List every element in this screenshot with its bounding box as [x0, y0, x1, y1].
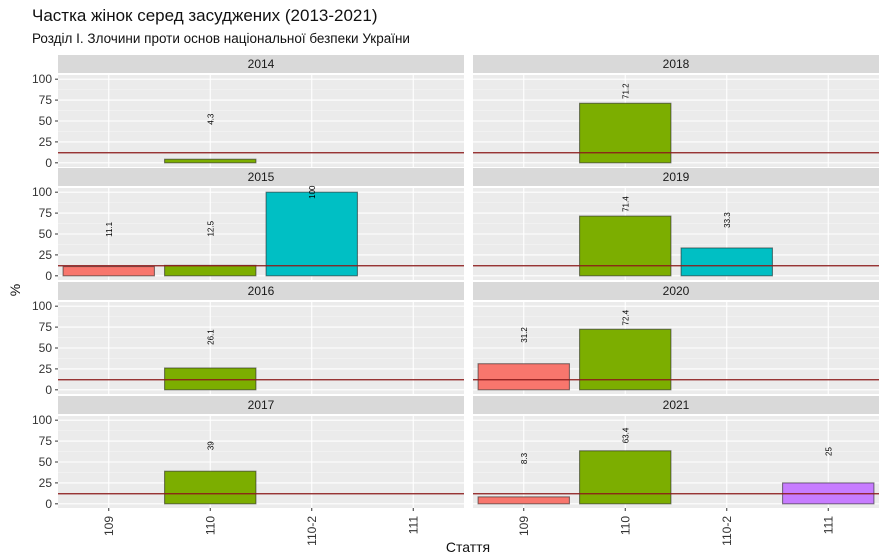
facet-panel-2015: 2015 0 25 50 75 100 11.1 12.5 100: [32, 168, 464, 283]
data-label: 11.1: [105, 221, 114, 237]
strip-background: [473, 396, 879, 414]
bar-2015-109: [62, 265, 155, 277]
strip-label: 2017: [248, 398, 275, 412]
strip-label: 2019: [663, 170, 690, 184]
y-tick-label: 0: [45, 497, 52, 511]
bar-2020-109: [477, 363, 570, 391]
x-tick-label: 111: [406, 516, 420, 535]
bar-2015-110: [164, 264, 257, 277]
data-label: 12.5: [206, 220, 215, 236]
x-tick-label: 110: [618, 516, 632, 535]
y-axis-title: %: [7, 284, 23, 296]
data-label: 31.2: [520, 327, 529, 343]
y-tick-label: 100: [32, 413, 52, 427]
data-label: 8.3: [520, 452, 529, 464]
y-tick-label: 100: [32, 185, 52, 199]
strip-background: [473, 55, 879, 73]
bar-2018-110: [579, 102, 672, 164]
y-tick-label: 25: [39, 476, 53, 490]
data-label: 71.2: [621, 83, 630, 99]
data-label: 4.3: [206, 113, 215, 125]
y-tick-label: 25: [39, 248, 53, 262]
strip-background: [58, 55, 464, 73]
data-label: 100: [308, 185, 317, 199]
strip-background: [473, 168, 879, 186]
strip-label: 2014: [248, 57, 275, 71]
data-label: 33.3: [723, 212, 732, 228]
x-tick-label: 111: [821, 516, 835, 535]
y-tick-label: 25: [39, 362, 53, 376]
data-label: 26.1: [206, 329, 215, 345]
strip-label: 2020: [663, 284, 690, 298]
facet-panel-2017: 2017 0 25 50 75 100 39 109 110 110-2 111: [32, 396, 464, 546]
x-tick-label: 109: [102, 516, 116, 536]
strip-background: [58, 282, 464, 300]
bar-2017-110: [164, 470, 257, 505]
bar-2014-110: [164, 158, 257, 164]
strip-background: [473, 282, 879, 300]
y-tick-label: 50: [39, 341, 53, 355]
strip-background: [58, 396, 464, 414]
chart-title: Частка жінок серед засуджених (2013-2021…: [32, 6, 378, 25]
y-tick-label: 0: [45, 383, 52, 397]
facet-panel-2018: 2018 71.2: [473, 55, 879, 167]
facet-panel-2020: 2020 31.2 72.4: [473, 282, 879, 394]
facet-panels: 2014 0 25 50 75 100 4.3 2018 71.2 2015 0 25 50 75 100 1…: [32, 55, 879, 546]
y-tick-label: 100: [32, 72, 52, 86]
facet-panel-2014: 2014 0 25 50 75 100 4.3: [32, 55, 464, 170]
y-tick-label: 75: [39, 206, 53, 220]
facet-panel-2016: 2016 0 25 50 75 100 26.1: [32, 282, 464, 397]
strip-label: 2021: [663, 398, 690, 412]
bar-2019-110-2: [680, 247, 773, 277]
data-label: 63.4: [621, 427, 630, 443]
x-tick-label: 110-2: [305, 516, 319, 546]
x-axis-title: Стаття: [446, 539, 490, 555]
y-tick-label: 100: [32, 299, 52, 313]
strip-label: 2018: [663, 57, 690, 71]
data-label: 39: [206, 441, 215, 450]
data-label: 72.4: [621, 309, 630, 325]
y-tick-label: 75: [39, 434, 53, 448]
y-tick-label: 75: [39, 93, 53, 107]
y-tick-label: 25: [39, 135, 53, 149]
y-tick-label: 50: [39, 114, 53, 128]
strip-label: 2016: [248, 284, 275, 298]
y-tick-label: 0: [45, 156, 52, 170]
strip-label: 2015: [248, 170, 275, 184]
facet-panel-2019: 2019 71.4 33.3: [473, 168, 879, 280]
bar-2021-110: [579, 450, 672, 505]
y-tick-label: 50: [39, 227, 53, 241]
chart-subtitle: Розділ І. Злочини проти основ національн…: [32, 31, 410, 46]
x-tick-label: 110-2: [720, 516, 734, 546]
y-tick-label: 50: [39, 455, 53, 469]
y-tick-label: 75: [39, 320, 53, 334]
y-tick-label: 0: [45, 269, 52, 283]
x-tick-label: 110: [203, 516, 217, 535]
strip-background: [58, 168, 464, 186]
data-label: 71.4: [621, 196, 630, 212]
data-label: 25: [824, 447, 833, 456]
facet-panel-2021: 2021 8.3 63.4 25 109 110 110-2 111: [473, 396, 879, 546]
bar-2020-110: [579, 328, 672, 391]
x-tick-label: 109: [517, 516, 531, 536]
bar-2016-110: [164, 367, 257, 391]
bar-2015-110-2: [265, 191, 358, 277]
bar-2021-109: [477, 496, 570, 505]
bar-2019-110: [579, 215, 672, 277]
